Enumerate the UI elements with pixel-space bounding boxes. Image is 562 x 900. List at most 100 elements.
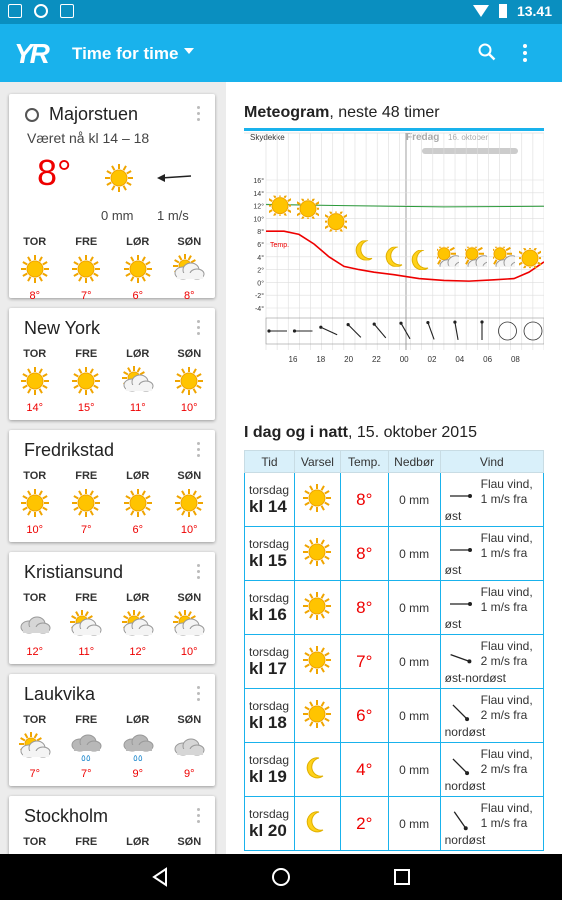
day-label: FRE [75,236,98,248]
row-day: torsdag [249,482,290,497]
hourly-forecast-table: Tid Varsel Temp. Nedbør Vind torsdag kl 14 8° 0… [244,450,545,851]
table-row[interactable]: torsdag kl 18 6° 0 mm Flau vind, 2 m/s fra nor… [244,688,545,743]
temperature-cell: 7° [339,634,389,689]
temperature-cell: 8° [339,580,389,635]
recents-icon[interactable] [392,867,412,887]
sun-icon [325,211,347,232]
status-bar: 13.41 [0,0,562,24]
now-temperature: 8° [37,152,72,193]
location-icon [34,4,48,18]
meteogram-title: Meteogram, neste 48 timer [244,104,440,121]
day-forecast-row: TOR 12° FRE 11° LØR 12° SØN 10° [9,592,215,658]
y-tick-label: 4° [257,254,264,262]
sun-icon [302,700,332,732]
moon-icon [411,250,429,270]
location-card[interactable]: Stockholm TOR FRE LØR SØN [9,796,215,854]
sun-icon [61,488,113,518]
card-menu-icon[interactable] [197,564,201,582]
day-forecast: LØR 6° [112,236,164,302]
forecast-cell [293,472,341,527]
day-temperature: 7° [80,768,92,780]
card-menu-icon[interactable] [197,320,201,338]
location-list[interactable]: Majorstuen Været nå kl 14 – 18 8° 0 mm 1 m/s… [0,82,226,854]
day-temperature: 10° [26,524,44,536]
location-card[interactable]: Majorstuen Været nå kl 14 – 18 8° 0 mm 1 m/s… [9,94,215,302]
chevron-down-icon[interactable] [184,48,194,54]
location-card[interactable]: Kristiansund TOR 12° FRE 11° LØR 12° SØN 10° [9,552,215,664]
view-selector[interactable]: Time for time [72,44,179,63]
table-row[interactable]: torsdag kl 15 8° 0 mm Flau vind, 1 m/s fra øst [244,526,545,581]
wind-arrow-head [399,321,403,325]
wind-arrow-icon [449,602,472,606]
wifi-icon [472,5,489,17]
column-header: Nedbør [387,450,441,473]
precipitation-cell: 0 mm [387,472,441,527]
yr-logo[interactable]: YR [14,38,50,69]
sun-icon [302,646,332,678]
location-card[interactable]: Laukvika TOR 7° FRE ٥٥ 7° LØR ٥٥ 9° SØN 9° [9,674,215,786]
sun-icon [519,248,541,269]
day-forecast: FRE 7° [61,236,113,302]
more-options-icon[interactable] [520,43,530,63]
day-label: LØR [126,348,150,360]
table-row[interactable]: torsdag kl 14 8° 0 mm Flau vind, 1 m/s fra øst [244,472,545,527]
search-icon[interactable] [478,43,496,61]
wind-cell: Flau vind, 2 m/s fra nordøst [439,688,545,743]
x-tick-label: 00 [400,355,409,364]
day-label: TOR [23,592,47,604]
card-menu-icon[interactable] [197,442,201,460]
table-row[interactable]: torsdag kl 16 8° 0 mm Flau vind, 1 m/s fra øst [244,580,545,635]
location-card[interactable]: Fredrikstad TOR 10° FRE 7° LØR 6° SØN 10° [9,430,215,542]
row-day: torsdag [249,644,290,659]
location-card[interactable]: New York TOR 14° FRE 15° LØR 11° SØN 10° [9,308,215,420]
card-menu-icon[interactable] [197,106,201,124]
temperature-cell: 2° [339,796,389,851]
day-label: LØR [126,836,150,848]
day-forecast: TOR 12° [9,592,61,658]
sun-icon [112,488,164,518]
wind-row [265,317,544,345]
back-icon[interactable] [150,867,170,887]
card-menu-icon[interactable] [197,686,201,704]
table-row[interactable]: torsdag kl 20 2° 0 mm Flau vind, 1 m/s fra nor… [244,796,545,851]
wind-description: Flau vind, 1 m/s fra [480,801,533,830]
home-icon[interactable] [271,867,291,887]
day-forecast-row: TOR FRE LØR SØN [9,836,215,854]
wind-cell: Flau vind, 2 m/s fra øst-nordøst [439,634,545,689]
date-label: 16. oktober [448,133,488,142]
day-label: SØN [177,714,202,726]
day-temperature: 7° [29,768,41,780]
svg-text:٥٥: ٥٥ [133,753,143,762]
location-name: Laukvika [24,684,96,704]
calm-wind-icon [523,321,543,341]
wind-cell: Flau vind, 1 m/s fra øst [439,580,545,635]
wind-arrow-head [319,325,323,329]
wind-arrow-icon [453,811,468,831]
wind-direction: øst-nordøst [444,671,506,685]
wind-arrow-head [426,320,430,325]
table-row[interactable]: torsdag kl 17 7° 0 mm Flau vind, 2 m/s fra øst… [244,634,545,689]
card-menu-icon[interactable] [197,808,201,826]
row-day: torsdag [249,752,290,767]
temperature-label: Temp. [270,242,289,249]
day-forecast: LØR 12° [112,592,164,658]
table-row[interactable]: torsdag kl 19 4° 0 mm Flau vind, 2 m/s fra nor… [244,742,545,797]
day-temperature: 8° [183,290,195,302]
sun-icon [9,366,61,396]
x-tick-label: 06 [483,355,492,364]
location-name: Fredrikstad [24,440,115,460]
wind-description: Flau vind, 2 m/s fra [480,639,533,668]
column-header: Vind [439,450,545,473]
sun-icon [302,538,332,570]
sun-icon [61,366,113,396]
precipitation-cell: 0 mm [387,526,441,581]
day-label: FRE [75,348,98,360]
sun-icon [61,254,113,284]
day-temperature: 9° [183,768,195,780]
day-temperature: 11° [78,646,95,658]
time-cell: torsdag kl 18 [244,688,295,743]
day-label: TOR [23,836,47,848]
app-bar: YR Time for time [0,24,562,82]
wind-arrow-icon [347,324,362,338]
day-forecast: TOR 10° [9,470,61,536]
